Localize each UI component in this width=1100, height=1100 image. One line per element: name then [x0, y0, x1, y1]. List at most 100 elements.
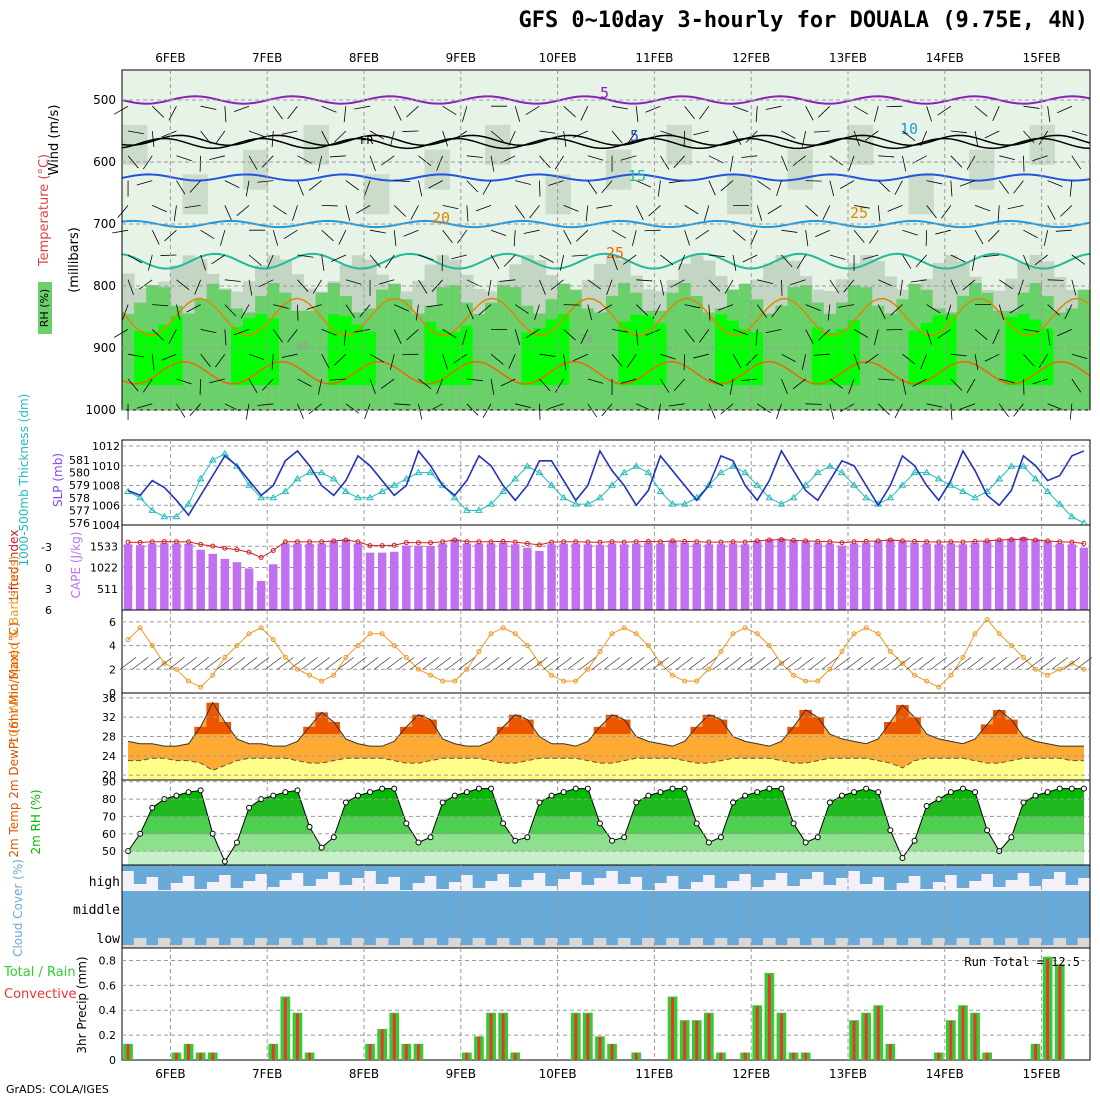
wind-barb: [742, 254, 758, 263]
rh-shade-upper: [908, 174, 934, 215]
wind-barb: [122, 304, 129, 320]
cloud-low-bar: [254, 938, 268, 948]
wind10-barb: [168, 657, 185, 670]
wind-barb: [271, 354, 274, 371]
slp-tick-label: 1004: [92, 519, 120, 532]
wind-barb: [926, 106, 932, 122]
precip-convective-bar: [380, 1029, 384, 1060]
rh2m-ylabel: 2m RH (%): [29, 789, 43, 854]
precip-convective-bar: [961, 1006, 965, 1060]
lifted-index-marker: [912, 538, 918, 544]
wind-barb: [668, 403, 685, 407]
wind-barb: [1032, 378, 1048, 385]
wind10-barb: [1015, 657, 1032, 670]
cloud-low-bar: [884, 938, 897, 948]
date-label-bottom: 9FEB: [446, 1067, 476, 1081]
thickness-marker: [704, 481, 713, 488]
cape-bar: [305, 543, 314, 610]
rh2m-marker: [294, 787, 301, 794]
rh2m-band: [128, 851, 1084, 865]
thickness-marker: [1007, 462, 1016, 469]
wind10-marker: [524, 643, 530, 649]
wind-barb: [902, 378, 907, 395]
rh-shade-green: [787, 287, 801, 410]
lifted-index-marker: [1069, 539, 1075, 545]
thickness-marker: [1019, 462, 1028, 469]
wind-barb: [321, 229, 334, 242]
wind-barb: [805, 329, 814, 344]
wind-barb: [999, 155, 1015, 161]
precip-tick-label: 0.2: [99, 1029, 117, 1042]
cloud-high-bar: [593, 865, 607, 878]
thickness-marker: [898, 481, 907, 488]
wind-barb: [500, 378, 516, 387]
cape-bar: [281, 543, 290, 610]
thickness-marker: [281, 487, 290, 494]
lifted-index-marker: [282, 539, 288, 545]
wind-barb: [1023, 105, 1040, 109]
wind-barb: [974, 229, 984, 245]
wind-barb: [813, 130, 830, 133]
contour-label: 5: [630, 127, 639, 145]
cape-bar: [970, 542, 980, 610]
rh2m-marker: [584, 785, 591, 792]
rh-shade-green: [412, 313, 426, 410]
wind10-marker: [597, 649, 603, 654]
rh2m-marker: [524, 834, 531, 841]
wind-barb: [902, 130, 916, 142]
wind-barb: [894, 403, 903, 419]
wind-barb: [805, 230, 809, 247]
wind10-barb: [289, 657, 306, 670]
wind-barb: [1038, 130, 1048, 145]
lifted-index-marker: [1045, 538, 1051, 544]
thickness-marker: [438, 481, 447, 488]
thickness-marker: [946, 481, 955, 488]
rh-shade-green: [581, 308, 595, 410]
wind-barb: [272, 230, 279, 246]
cloud-low-bar: [412, 945, 425, 948]
temp-hot-fill: [218, 722, 232, 735]
cloud-low-bar: [629, 945, 643, 948]
wind10-tick-label: 0: [109, 687, 116, 700]
rh2m-marker: [621, 834, 628, 841]
wind10-barb: [966, 657, 984, 670]
wind-barb: [308, 403, 322, 414]
wind10-barb: [749, 657, 766, 670]
lifted-index-marker: [827, 539, 833, 545]
wind-barb: [915, 254, 927, 268]
wind10-barb: [131, 657, 149, 670]
precip-convective-bar: [949, 1020, 953, 1060]
wind-barb: [950, 279, 958, 295]
cloud-low-bar: [339, 945, 353, 948]
lifted-index-marker: [609, 539, 615, 545]
lifted-index-marker: [512, 539, 518, 545]
lifted-index-marker: [161, 539, 167, 545]
cloud-high-bar: [533, 865, 546, 873]
wind-barb: [801, 130, 807, 147]
wind-barb: [631, 230, 637, 246]
wind-barb: [189, 180, 201, 193]
precip-convective-bar: [743, 1052, 747, 1060]
cloud-low-bar: [387, 945, 401, 948]
cloud-low-bar: [145, 945, 159, 948]
cloud-high-bar: [775, 865, 788, 873]
wind-barb: [1047, 403, 1063, 411]
temp-hot-fill: [521, 719, 534, 735]
cloud-high-bar: [992, 865, 1006, 887]
contour-label: FR: [360, 134, 374, 147]
precip-legend-total: Total / Rain: [3, 965, 76, 980]
wind10-marker: [657, 660, 663, 666]
rh-shade-green: [956, 295, 970, 410]
wind-barb: [402, 130, 419, 132]
lifted-index-marker: [294, 539, 300, 545]
wind-barb: [801, 354, 807, 370]
cape-bar: [196, 549, 205, 610]
cloud-high-bar: [170, 865, 183, 883]
wind10-marker: [730, 631, 736, 637]
lifted-index-marker: [657, 539, 663, 545]
thickness-marker: [523, 462, 532, 469]
thickness-marker: [390, 481, 399, 488]
contour-label: 5: [600, 84, 609, 102]
precip-convective-bar: [755, 1006, 759, 1060]
rh2m-marker: [451, 792, 458, 799]
